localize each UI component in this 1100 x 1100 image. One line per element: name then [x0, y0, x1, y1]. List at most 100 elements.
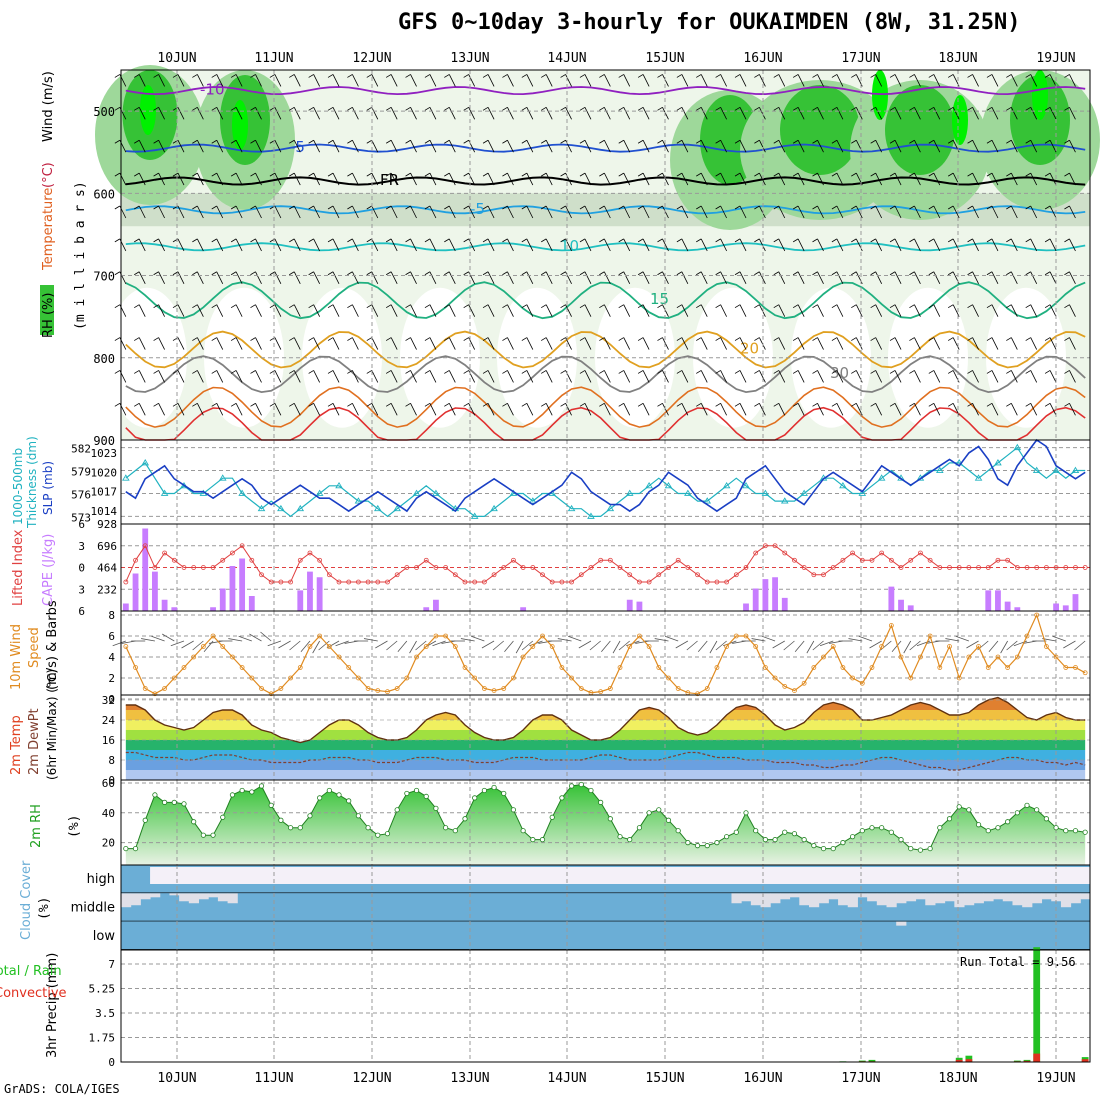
precip-bar — [965, 1055, 973, 1062]
wind-barb-flag — [986, 172, 993, 177]
lifted-index-marker — [753, 550, 759, 556]
wind-barb — [507, 403, 514, 416]
wind-barb-flag — [424, 205, 431, 210]
lifted-index-marker — [637, 579, 642, 585]
wind-barb-flag — [792, 172, 799, 177]
wind-barb — [1049, 271, 1057, 284]
wind-barb — [584, 74, 592, 87]
cloud-clear-cell — [276, 867, 287, 884]
wind-barb-flag — [812, 370, 818, 374]
wind-speed-marker — [656, 665, 662, 670]
wind-barb — [545, 172, 553, 186]
wind-barb-flag — [502, 172, 508, 177]
temp-unit-label: (6hr Min/Max) (°C) — [45, 669, 59, 780]
wind-barb-flag — [831, 172, 838, 177]
wind-barb — [390, 238, 398, 252]
wind-barb — [371, 238, 379, 252]
wind-barb-flag — [153, 106, 159, 111]
wind-speed-marker — [443, 633, 449, 639]
contour-line — [125, 86, 1086, 96]
cloud-clear-cell — [246, 867, 258, 884]
wind-barb-flag — [928, 205, 935, 210]
cloud-clear-cell — [692, 867, 703, 884]
wind-barb-flag — [1025, 74, 1031, 78]
rh-marker — [830, 845, 836, 852]
wind-barb — [216, 172, 224, 186]
wind-barb-flag — [269, 271, 276, 276]
wind-speed-marker — [394, 686, 400, 691]
wind-barb — [352, 140, 359, 153]
wind-barb — [371, 74, 379, 87]
wind-barb — [1069, 304, 1076, 317]
wind-barb — [778, 271, 786, 284]
wind-barb — [313, 304, 321, 317]
wind-barb — [429, 337, 437, 350]
wind-barb — [797, 74, 805, 87]
lifted-index-marker — [1073, 565, 1078, 570]
wind-barb-flag — [773, 74, 779, 78]
wind-barb — [972, 172, 979, 186]
wind-barb — [778, 107, 786, 120]
cape-bar — [995, 590, 1001, 611]
y-tick-label: 464 — [97, 562, 117, 575]
thickness-marker — [645, 481, 653, 489]
wind-barb — [739, 107, 747, 120]
wind-barb-flag — [211, 205, 217, 210]
y-tick-label: 6 — [78, 605, 85, 618]
wind-barb — [507, 74, 514, 87]
wind-barb-flag — [792, 106, 799, 111]
wind-barb — [138, 74, 146, 87]
wind-barb — [662, 140, 669, 153]
rh-marker — [714, 840, 720, 846]
wind-barb-flag — [851, 271, 857, 276]
wind-barb-flag — [696, 370, 702, 374]
wind-barb — [797, 403, 805, 416]
wind-barb — [642, 370, 650, 383]
thickness-marker — [122, 474, 130, 481]
rh-marker — [762, 837, 768, 843]
wind-barb — [875, 271, 883, 284]
wind-barb-flag — [657, 337, 663, 341]
thickness-marker — [1071, 466, 1080, 473]
wind-barb-flag — [560, 172, 566, 177]
lifted-index-marker — [278, 579, 284, 585]
cloud-cell — [886, 893, 897, 908]
wind-barb-flag — [696, 205, 702, 210]
wind-barb-flag — [792, 205, 799, 210]
cloud-clear-cell — [808, 867, 820, 884]
wind-barb — [371, 271, 379, 284]
wind-barb-flag — [870, 74, 876, 78]
dewpt-axis-label: 2m DewPt — [27, 708, 42, 775]
wind-barb-flag — [347, 205, 353, 210]
thickness-marker — [936, 466, 944, 473]
wind-barb — [933, 271, 941, 284]
wind-barb — [858, 635, 873, 642]
lifted-index-marker — [888, 557, 894, 563]
cloud-cell — [838, 893, 849, 906]
cloud-clear-cell — [198, 867, 209, 884]
wind-barb-flag — [676, 139, 683, 144]
wind-barb-flag — [909, 402, 915, 407]
wind-speed-marker — [714, 665, 720, 670]
wind-barb — [371, 140, 379, 153]
wind-barb — [778, 74, 786, 87]
rh-marker — [675, 828, 681, 834]
wind-barb-flag — [831, 337, 838, 341]
contour-label: 20 — [740, 340, 759, 358]
wind-barb-flag — [1006, 205, 1012, 210]
cape-bar — [772, 577, 778, 611]
wind-barb — [933, 238, 941, 252]
cloud-cell — [150, 893, 161, 898]
wind-barb-flag — [424, 271, 431, 276]
rh-marker — [365, 825, 371, 831]
cloud-cell — [799, 893, 810, 906]
cloud-clear-cell — [993, 867, 1004, 884]
cape-bar — [161, 599, 168, 611]
wind-barb-flag — [967, 139, 973, 144]
wind-barb — [487, 304, 495, 317]
lifted-index-marker — [918, 550, 923, 556]
wind-barb — [914, 140, 921, 153]
wind-barb — [642, 205, 650, 219]
wind-barb-flag — [715, 106, 721, 111]
wind-barb-flag — [889, 139, 896, 144]
